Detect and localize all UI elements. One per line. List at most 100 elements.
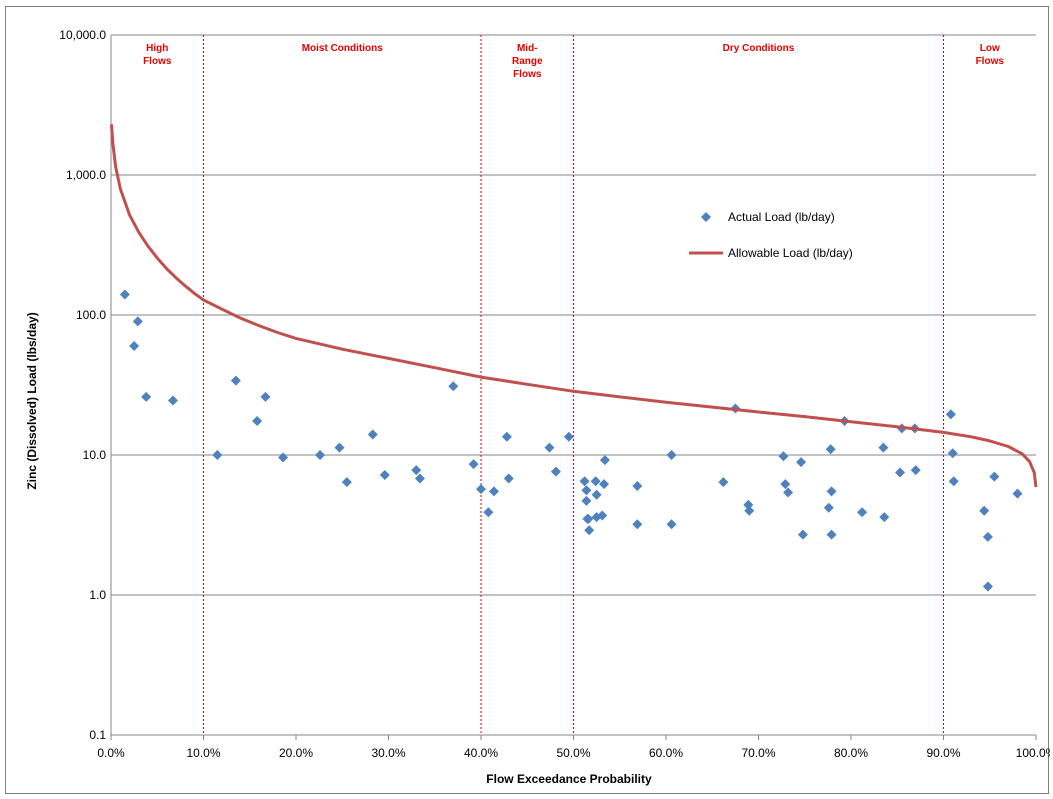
actual-load-point [878,442,889,453]
legend-label-actual-load: Actual Load (lb/day) [728,210,835,224]
actual-load-point [501,431,512,442]
zone-label: Moist Conditions [302,43,384,54]
actual-load-point [857,507,868,518]
actual-load-point [414,473,425,484]
actual-load-point [230,375,241,386]
x-tick-label: 50.0% [556,746,590,760]
actual-load-point [632,481,643,492]
allowable-load-line [110,124,1038,488]
actual-load-point [212,450,223,460]
actual-load-point [503,473,514,484]
actual-load-point [468,459,479,470]
zone-label: Flows [976,56,1005,67]
x-tick-label: 70.0% [741,746,775,760]
x-tick-label: 30.0% [371,746,405,760]
legend-marker-actual-load [701,212,711,222]
actual-load-point [823,502,834,513]
flow-duration-chart: High Flows Moist Conditions Mid- Range Flows D… [25,28,1050,786]
x-tick-label: 100.0% [1016,746,1050,760]
actual-load-point [483,507,494,518]
chart-frame: High Flows Moist Conditions Mid- Range Flows D… [5,6,1050,794]
actual-load-point [989,471,1000,482]
zone-label: High [146,43,168,54]
actual-load-point [252,415,263,426]
actual-load-point [341,477,352,488]
actual-load-point [579,476,590,487]
actual-load-point [119,289,130,300]
series [110,124,1038,592]
actual-load-point [590,476,601,487]
actual-load-point [488,486,499,497]
actual-load-point [581,495,592,506]
zone-boundaries: High Flows Moist Conditions Mid- Range Flows D… [143,35,1004,735]
actual-load-point [411,465,422,476]
actual-load-point [599,455,610,466]
x-tick-label: 60.0% [649,746,683,760]
actual-load-point [895,467,906,478]
zone-label: Flows [513,69,542,80]
y-tick-label: 100.0 [76,308,106,322]
actual-load-point [945,409,956,420]
zone-label: Low [980,43,1000,54]
y-tick-label: 1.0 [89,588,106,602]
actual-load-point [334,442,345,453]
actual-load-point [796,457,807,468]
actual-load-point [563,431,574,442]
actual-load-point [948,476,959,487]
zone-label: Range [512,56,543,67]
actual-load-point [597,510,608,521]
actual-load-point [666,519,677,530]
actual-load-point [1012,488,1023,499]
zone-label: Flows [143,56,172,67]
actual-load-point [591,489,602,500]
actual-load-point [584,525,595,536]
x-tick-label: 40.0% [464,746,498,760]
actual-load-point [129,341,140,352]
actual-load-point [947,448,958,459]
legend-label-allowable-load: Allowable Load (lb/day) [728,246,853,260]
actual-load-point [367,429,378,440]
zone-label: Mid- [517,43,538,54]
actual-load-point [278,452,289,463]
actual-load-point [476,484,486,495]
y-tick-label: 1,000.0 [66,168,106,182]
actual-load-point [132,316,143,327]
actual-load-point [783,487,794,498]
actual-load-point [744,505,755,516]
actual-load-point [718,477,729,488]
actual-load-point [260,391,271,402]
actual-load-point [826,486,837,497]
y-tick-label: 10.0 [83,448,107,462]
x-tick-label: 10.0% [186,746,220,760]
legend: Actual Load (lb/day) Allowable Load (lb/… [689,210,853,260]
x-tick-label: 20.0% [279,746,313,760]
actual-load-point [910,465,921,476]
actual-load-point [379,469,390,480]
actual-load-point [583,513,594,524]
zone-label: Dry Conditions [723,43,795,54]
actual-load-point [666,450,677,460]
x-tick-label: 90.0% [926,746,960,760]
actual-load-point [982,531,993,542]
y-axis-title: Zinc (Dissolved) Load (lbs/day) [25,312,39,489]
x-tick-label: 80.0% [834,746,868,760]
actual-load-point [879,512,890,523]
actual-load-point [797,529,808,540]
x-axis-title: Flow Exceedance Probability [486,772,652,786]
actual-load-point [825,444,836,455]
y-tick-label: 0.1 [89,728,106,742]
actual-load-point [778,451,789,462]
actual-load-point [141,391,152,402]
axes: Zinc (Dissolved) Load (lbs/day) Flow Exc… [25,28,1050,786]
actual-load-point [167,395,178,406]
actual-load-point [550,466,561,477]
x-tick-label: 0.0% [97,746,125,760]
actual-load-point [581,485,592,496]
actual-load-point [632,519,643,530]
actual-load-point [599,479,610,490]
actual-load-point [982,581,993,592]
actual-load-point [544,442,555,453]
actual-load-point [780,479,791,490]
actual-load-point [448,381,459,392]
actual-load-point [826,529,837,540]
